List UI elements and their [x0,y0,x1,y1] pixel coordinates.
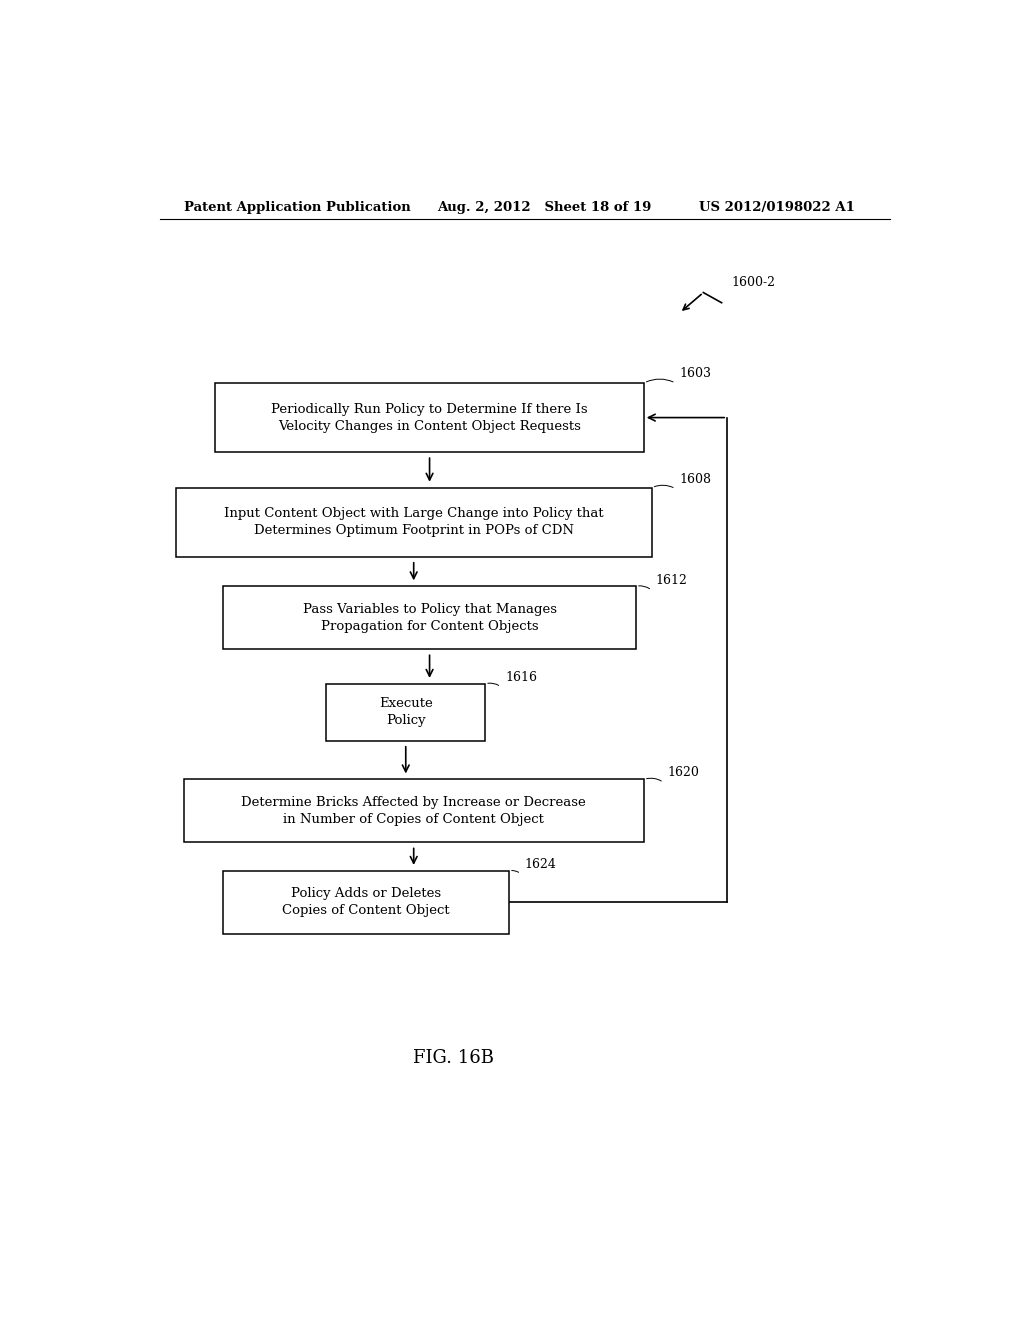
Text: 1612: 1612 [655,574,688,587]
Text: Policy Adds or Deletes
Copies of Content Object: Policy Adds or Deletes Copies of Content… [283,887,450,917]
Text: Pass Variables to Policy that Manages
Propagation for Content Objects: Pass Variables to Policy that Manages Pr… [302,603,557,632]
Text: 1603: 1603 [680,367,712,380]
FancyBboxPatch shape [223,586,636,649]
Text: 1624: 1624 [524,858,557,871]
Text: Patent Application Publication: Patent Application Publication [183,201,411,214]
FancyBboxPatch shape [327,684,485,741]
Text: 1620: 1620 [668,767,699,779]
Text: Aug. 2, 2012   Sheet 18 of 19: Aug. 2, 2012 Sheet 18 of 19 [437,201,652,214]
Text: FIG. 16B: FIG. 16B [413,1049,494,1067]
Text: 1608: 1608 [680,473,712,486]
Text: US 2012/0198022 A1: US 2012/0198022 A1 [699,201,855,214]
FancyBboxPatch shape [215,383,644,453]
FancyBboxPatch shape [223,871,509,935]
Text: Execute
Policy: Execute Policy [379,697,432,727]
Text: 1600-2: 1600-2 [731,276,775,289]
Text: Periodically Run Policy to Determine If there Is
Velocity Changes in Content Obj: Periodically Run Policy to Determine If … [271,403,588,433]
Text: Determine Bricks Affected by Increase or Decrease
in Number of Copies of Content: Determine Bricks Affected by Increase or… [242,796,586,826]
FancyBboxPatch shape [183,779,644,842]
FancyBboxPatch shape [176,487,651,557]
Text: 1616: 1616 [505,671,537,684]
Text: Input Content Object with Large Change into Policy that
Determines Optimum Footp: Input Content Object with Large Change i… [224,507,603,537]
